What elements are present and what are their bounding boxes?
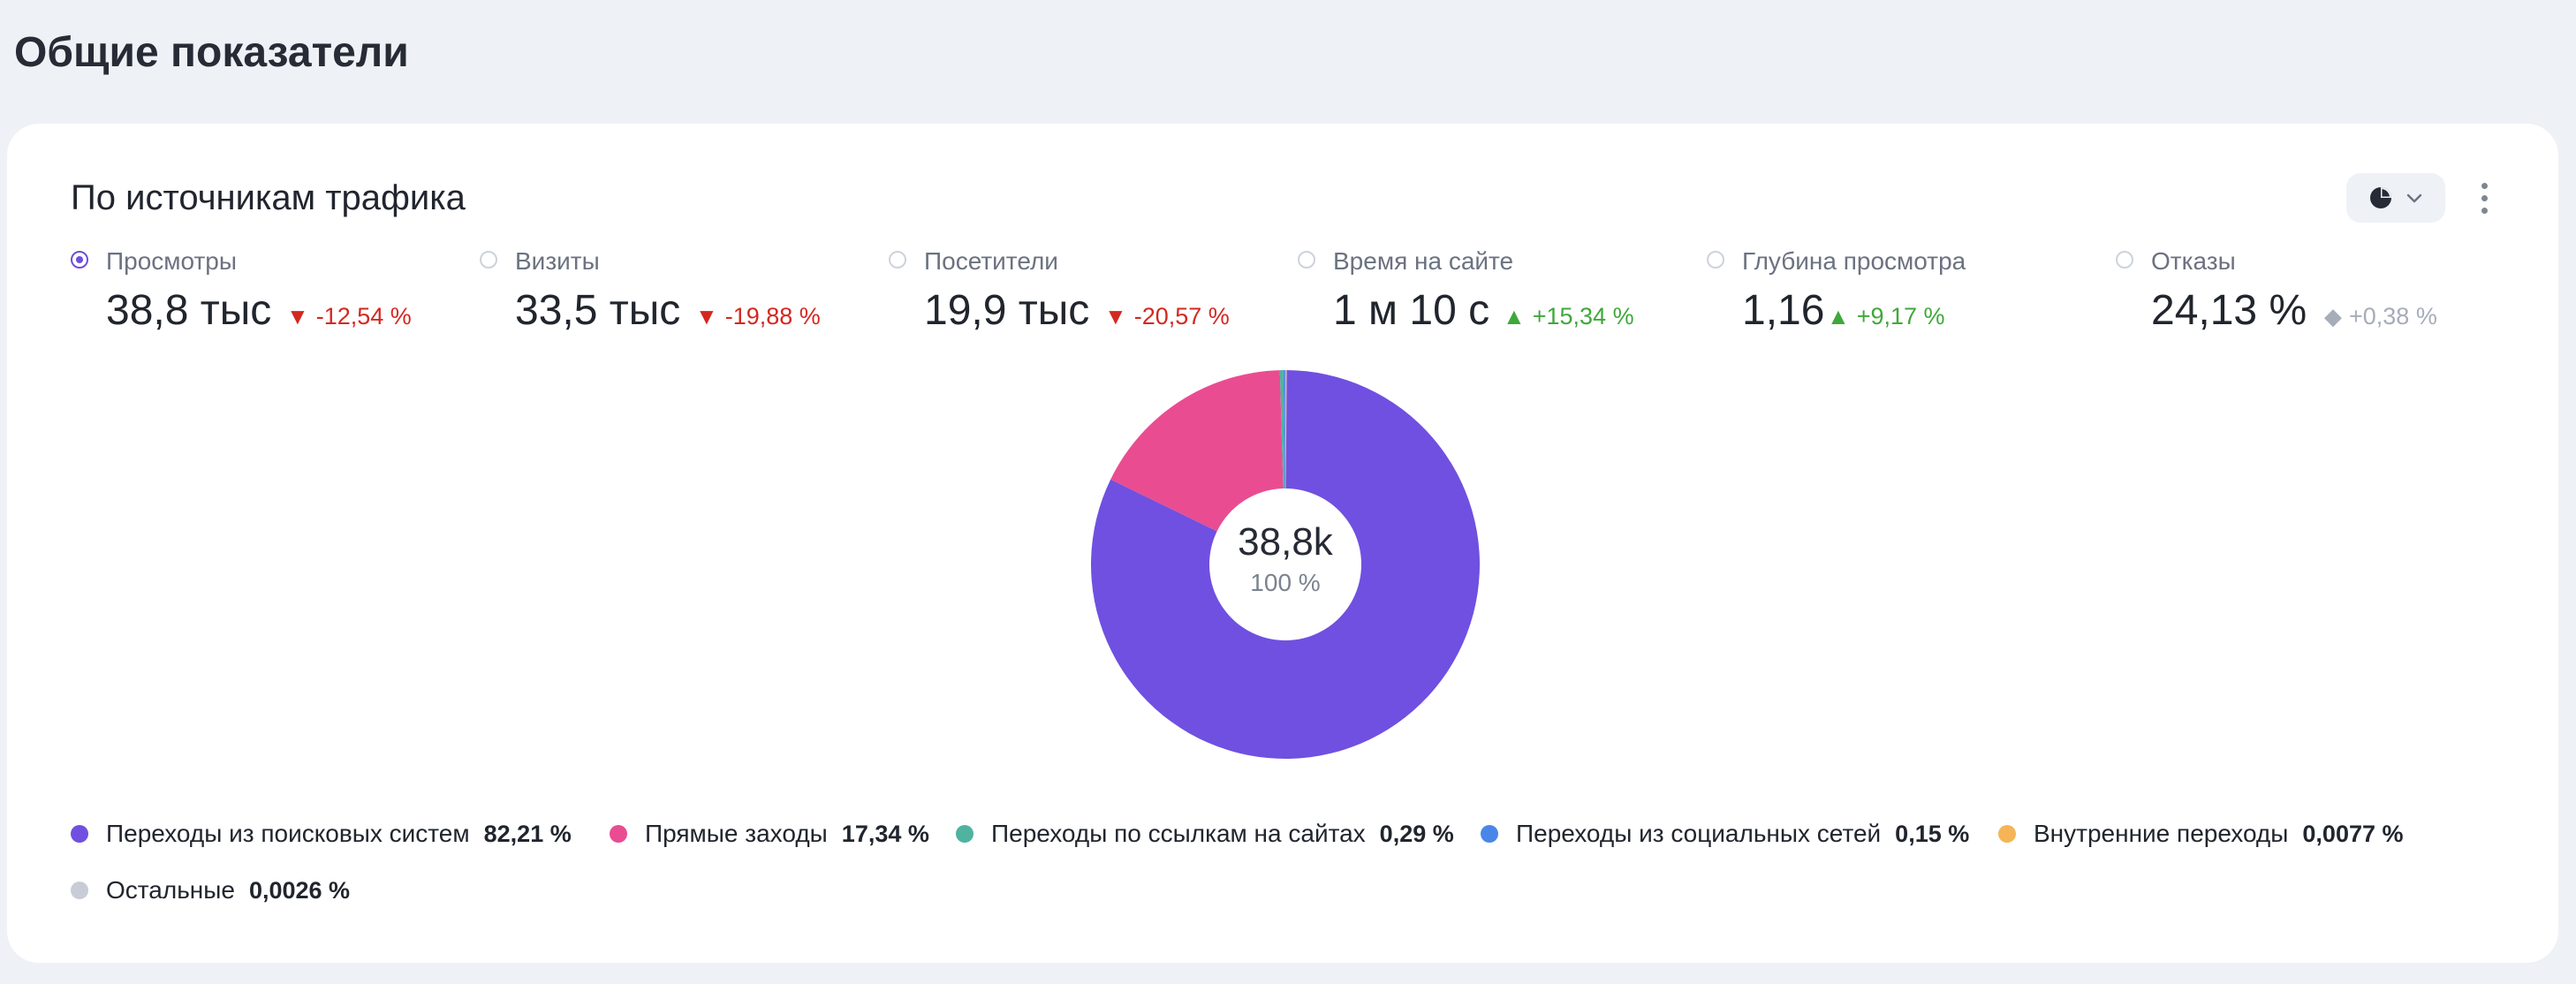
legend-percent: 0,0026 % [248,876,351,904]
triangle-up-icon: ▲ [1503,303,1526,329]
donut-svg [1091,370,1480,759]
diamond-icon: ◆ [2324,303,2342,329]
legend-label: Переходы по ссылкам на сайтах [991,820,1366,847]
donut-slice-2[interactable] [1279,370,1285,489]
legend-label: Прямые заходы [645,820,828,847]
metric-label: Просмотры [106,247,237,275]
metric-radio[interactable] [1298,251,1315,269]
metric-value: 38,8 тыс [106,287,272,334]
metric-radio[interactable] [1707,251,1724,269]
metric-value: 1 м 10 с [1333,287,1490,334]
legend-percent: 0,0077 % [2302,820,2404,847]
legend-item-other[interactable]: Остальные 0,0026 % [71,871,350,910]
legend-dot [71,882,88,899]
metric-delta: ▼ -19,88 % [695,303,821,329]
metric-pageviews[interactable]: Просмотры 38,8 тыс ▼ -12,54 % [71,244,459,341]
legend-dot [1481,825,1498,843]
donut-slice-4[interactable] [1284,370,1286,489]
donut-total-percent: 100 % [1250,569,1321,596]
metric-visits[interactable]: Визиты 33,5 тыс ▼ -19,88 % [480,244,868,341]
legend-item-social[interactable]: Переходы из социальных сетей 0,15 % [1481,814,1969,853]
legend-percent: 82,21 % [483,820,572,847]
metric-radio[interactable] [889,251,906,269]
legend-percent: 0,15 % [1895,820,1970,847]
legend-label: Переходы из социальных сетей [1516,820,1882,847]
metric-label: Время на сайте [1333,247,1514,275]
pie-chart-icon [2370,187,2391,208]
legend-item-direct[interactable]: Прямые заходы 17,34 % [610,814,929,853]
metric-time-on-site[interactable]: Время на сайте 1 м 10 с ▲ +15,34 % [1298,244,1686,341]
metric-label: Глубина просмотра [1742,247,1966,275]
metric-radio[interactable] [480,251,497,269]
more-menu-button[interactable] [2468,175,2500,221]
legend-percent: 17,34 % [841,820,929,847]
metric-radio[interactable] [2116,251,2133,269]
donut-slice-5[interactable] [1285,370,1287,489]
chevron-down-icon [2406,193,2422,203]
legend-dot [610,825,627,843]
legend-dot [956,825,974,843]
donut-slice-1[interactable] [1110,370,1284,532]
metric-value: 33,5 тыс [515,287,681,334]
legend-label: Внутренние переходы [2034,820,2289,847]
donut-total-value: 38,8k [1238,520,1333,564]
donut-slice-3[interactable] [1283,370,1285,489]
metric-value: 24,13 % [2151,287,2307,334]
metric-bounce-rate[interactable]: Отказы 24,13 % ◆ +0,38 % [2116,244,2504,341]
traffic-donut-chart: 38,8k 100 % [1088,367,1482,761]
metric-label: Визиты [515,247,600,275]
legend-label: Остальные [106,876,235,904]
traffic-sources-card: По источникам трафика Просмотры 38,8 тыс… [7,124,2558,963]
legend-dot [71,825,88,843]
metric-delta: ▲ +15,34 % [1503,303,1634,329]
legend-percent: 0,29 % [1379,820,1454,847]
triangle-down-icon: ▼ [1104,303,1127,329]
metric-delta: ▼ -12,54 % [286,303,412,329]
legend-item-internal[interactable]: Внутренние переходы 0,0077 % [1998,814,2404,853]
more-vertical-icon [2481,182,2488,189]
metric-radio[interactable] [71,251,88,269]
metric-delta: ▼ -20,57 % [1104,303,1230,329]
legend-dot [1998,825,2016,843]
metric-delta: ◆ +0,38 % [2324,303,2437,329]
triangle-down-icon: ▼ [695,303,718,329]
triangle-up-icon: ▲ [1827,303,1850,329]
donut-slice-0[interactable] [1091,370,1480,759]
triangle-down-icon: ▼ [286,303,309,329]
card-title: По источникам трафика [71,178,466,217]
chart-type-switch[interactable] [2346,173,2445,223]
metric-delta: ▲ +9,17 % [1827,303,1945,329]
metric-label: Посетители [924,247,1058,275]
metric-value: 1,16 [1742,287,1825,334]
metric-visitors[interactable]: Посетители 19,9 тыс ▼ -20,57 % [889,244,1277,341]
metric-label: Отказы [2151,247,2236,275]
metric-page-depth[interactable]: Глубина просмотра 1,16 ▲ +9,17 % [1707,244,2095,341]
legend-label: Переходы из поисковых систем [106,820,470,847]
legend-item-search[interactable]: Переходы из поисковых систем 82,21 % [71,814,572,853]
page-title: Общие показатели [14,29,409,76]
legend-item-links[interactable]: Переходы по ссылкам на сайтах 0,29 % [956,814,1454,853]
metric-value: 19,9 тыс [924,287,1090,334]
